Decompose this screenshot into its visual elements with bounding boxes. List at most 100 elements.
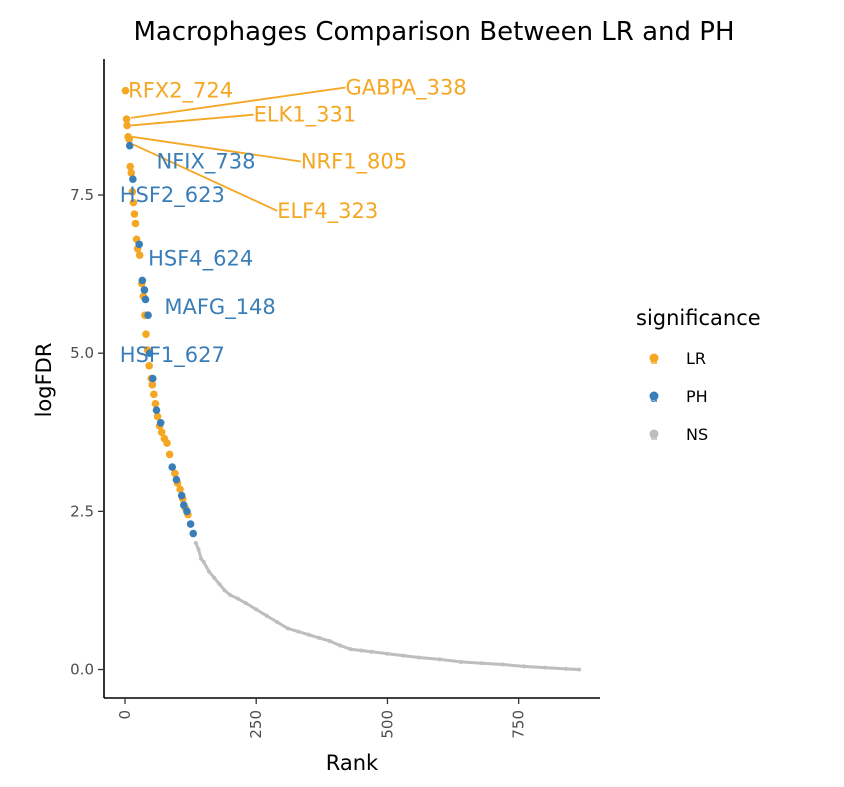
legend-key-lr xyxy=(649,353,659,363)
ns-point xyxy=(296,629,301,634)
ns-point xyxy=(563,666,568,671)
ph-point xyxy=(138,276,147,285)
lr-point xyxy=(130,210,139,218)
ph-point xyxy=(141,295,150,304)
annotation-hsf2-623: HSF2_623 xyxy=(120,183,225,208)
legend-key-glyph: a xyxy=(650,429,658,444)
plot-panel: RFX2_724 GABPA_338 ELK1_331 NFIX_738 NRF1_80… xyxy=(120,75,582,672)
ph-point xyxy=(183,507,191,516)
annotation-rfx2-724: RFX2_724 xyxy=(128,79,233,104)
ns-point xyxy=(275,620,280,625)
annotation-leader-gabpa-338 xyxy=(130,86,346,119)
significant-series xyxy=(121,86,198,538)
ns-point xyxy=(206,569,211,574)
ph-point xyxy=(152,406,161,414)
ns-point xyxy=(285,626,290,631)
ns-point xyxy=(199,556,204,561)
ns-point xyxy=(254,607,259,612)
ns-point xyxy=(348,647,353,652)
lr-point xyxy=(165,450,174,459)
ns-point xyxy=(327,639,332,644)
x-tick-label: 750 xyxy=(510,710,528,739)
legend-label-lr: LR xyxy=(686,349,706,368)
ph-point xyxy=(189,529,198,538)
ns-point xyxy=(217,582,222,587)
lr-point xyxy=(171,469,179,478)
ph-point xyxy=(172,475,181,484)
ns-point xyxy=(227,592,232,597)
ns-point xyxy=(235,596,240,601)
annotation-leaders xyxy=(130,86,346,212)
ns-point xyxy=(479,661,484,666)
legend-key-ns xyxy=(649,429,659,439)
ph-point xyxy=(145,349,154,357)
ns-curve xyxy=(194,542,580,671)
ns-point xyxy=(416,655,421,660)
ns-point xyxy=(577,667,582,672)
annotation-leader-nrf1-805 xyxy=(132,135,301,163)
ns-point xyxy=(369,649,374,654)
ph-point xyxy=(129,175,137,184)
ns-point xyxy=(521,664,526,669)
lr-point xyxy=(123,121,131,130)
annotation-elf4-323: ELF4_323 xyxy=(277,199,378,224)
ph-point xyxy=(156,418,165,427)
lr-point xyxy=(157,428,166,437)
chart-title: Macrophages Comparison Between LR and PH xyxy=(133,17,734,47)
lr-point xyxy=(163,439,171,447)
y-tick-label: 2.5 xyxy=(70,502,94,520)
lr-point xyxy=(128,188,137,196)
ns-point xyxy=(542,665,547,670)
lr-point xyxy=(129,198,138,207)
legend-title: significance xyxy=(636,306,761,330)
ns-point xyxy=(264,613,269,618)
ns-point xyxy=(196,547,201,552)
lr-point xyxy=(150,390,158,399)
legend: significance a LR a PH a NS xyxy=(636,306,761,444)
annotation-hsf4-624: HSF4_624 xyxy=(148,246,253,271)
ph-point xyxy=(186,520,195,528)
ns-point xyxy=(222,588,227,593)
ph-point xyxy=(135,240,143,249)
annotation-hsf1-627: HSF1_627 xyxy=(120,343,225,368)
x-tick-label: 500 xyxy=(378,710,396,739)
annotation-mafg-148: MAFG_148 xyxy=(164,295,275,320)
annotation-leader-elf4-323 xyxy=(132,143,278,212)
lr-point xyxy=(142,330,150,339)
x-axis-title: Rank xyxy=(326,751,379,775)
y-axis-title: logFDR xyxy=(32,343,56,418)
ns-point xyxy=(401,653,406,658)
ns-point xyxy=(359,648,364,653)
legend-key-ph xyxy=(649,391,659,401)
ns-point xyxy=(201,559,206,564)
annotation-leader-elk1-331 xyxy=(131,113,254,127)
ph-point xyxy=(140,286,149,294)
lr-point xyxy=(148,381,157,389)
ph-point xyxy=(168,463,177,471)
ns-point xyxy=(458,659,463,664)
ph-point xyxy=(177,491,186,500)
lr-point xyxy=(135,251,144,259)
ph-point xyxy=(125,141,134,150)
x-axis-ticks: 0 250 500 750 xyxy=(116,698,528,739)
legend-key-glyph: a xyxy=(650,391,658,406)
lr-point xyxy=(127,169,136,177)
ns-point xyxy=(317,635,322,640)
ns-point xyxy=(193,540,198,545)
annotation-gabpa-338: GABPA_338 xyxy=(345,75,466,100)
lr-point xyxy=(131,219,140,228)
lr-point xyxy=(153,412,162,421)
ph-point xyxy=(179,501,188,509)
ns-point xyxy=(243,601,248,606)
lr-point xyxy=(121,86,130,95)
lr-point xyxy=(125,135,133,144)
ns-point xyxy=(338,643,343,648)
annotation-elk1-331: ELK1_331 xyxy=(254,103,357,128)
ns-point xyxy=(500,662,505,667)
y-tick-label: 5.0 xyxy=(70,344,94,362)
annotation-nrf1-805: NRF1_805 xyxy=(301,149,407,174)
ph-point xyxy=(149,374,157,383)
y-tick-label: 7.5 xyxy=(70,186,94,204)
annotation-nfix-738: NFIX_738 xyxy=(156,149,255,174)
